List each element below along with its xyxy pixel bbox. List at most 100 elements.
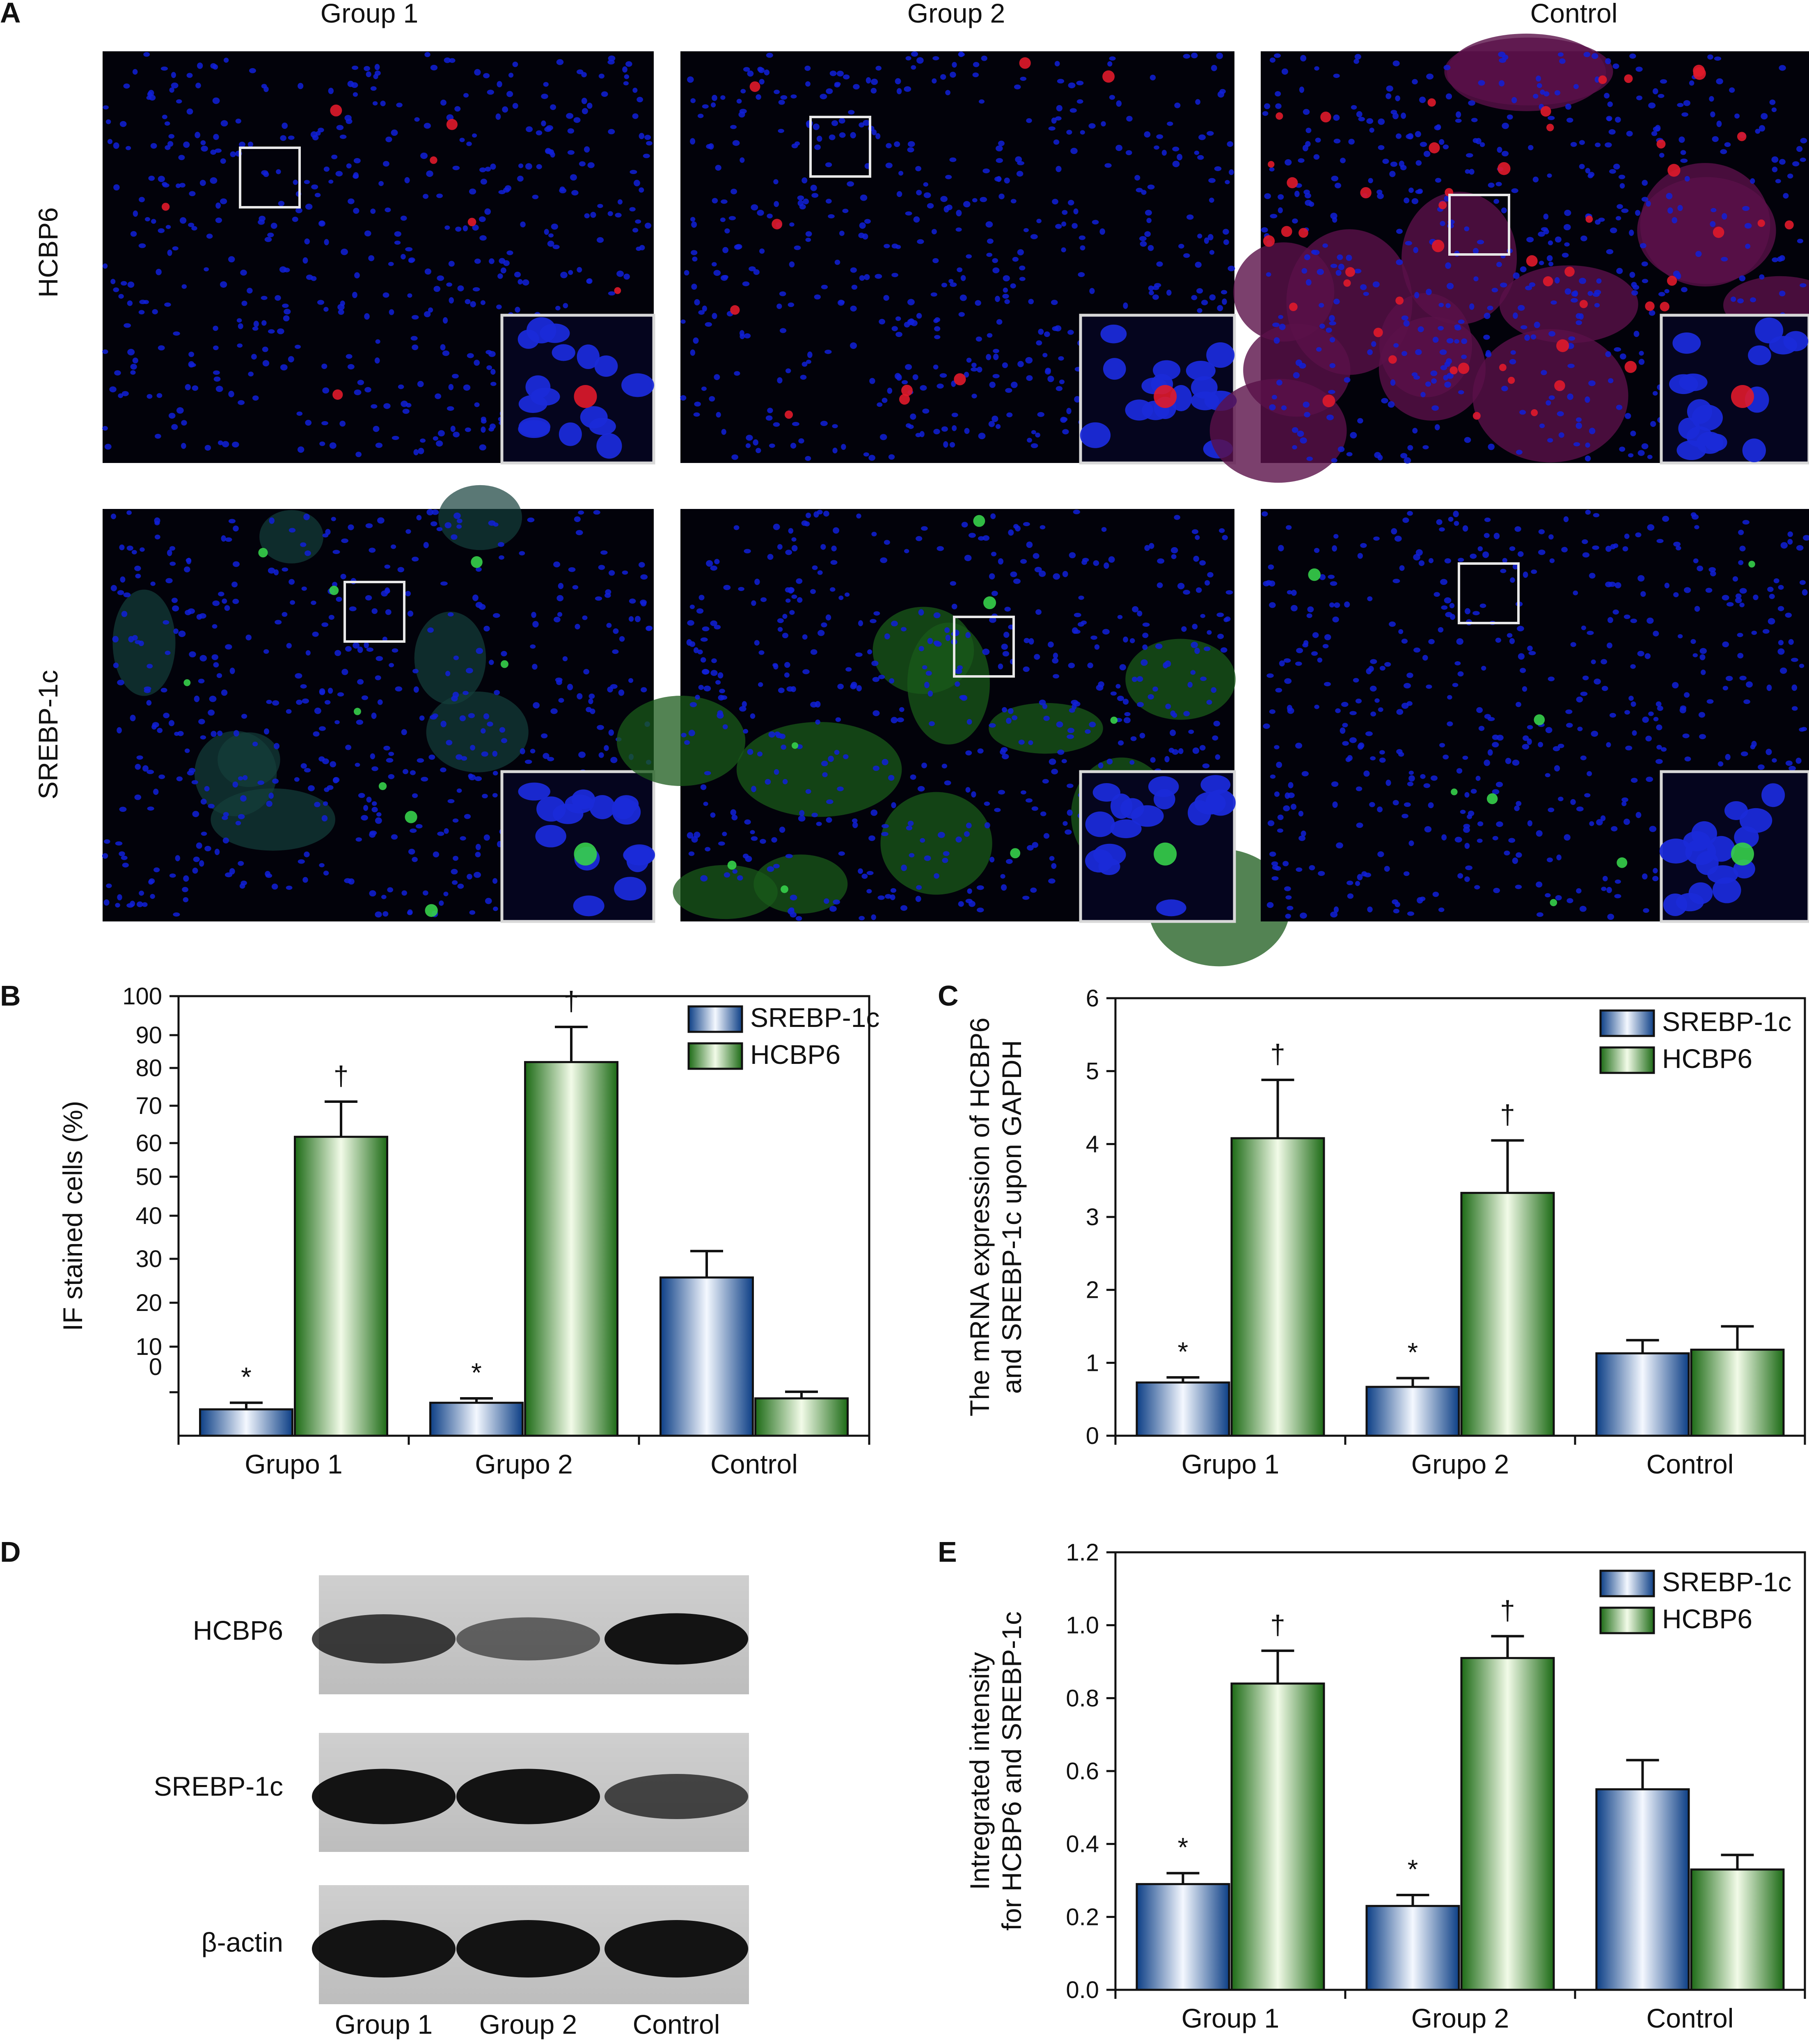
- nucleus: [584, 213, 590, 218]
- nucleus: [590, 212, 596, 218]
- nucleus: [341, 669, 348, 675]
- nucleus: [1762, 629, 1770, 634]
- nucleus: [596, 237, 604, 243]
- nucleus: [384, 564, 391, 569]
- nucleus: [304, 768, 311, 772]
- nucleus: [1653, 126, 1660, 132]
- nucleus: [1726, 602, 1734, 607]
- nucleus: [1389, 621, 1396, 627]
- nucleus: [969, 901, 975, 907]
- nucleus: [126, 146, 131, 150]
- nucleus: [1134, 175, 1140, 181]
- nucleus: [313, 731, 320, 737]
- nucleus: [779, 328, 787, 333]
- nucleus: [241, 714, 247, 719]
- nucleus: [1217, 634, 1224, 639]
- nucleus: [474, 872, 481, 878]
- nucleus: [920, 385, 927, 391]
- nucleus: [941, 763, 947, 769]
- nucleus: [215, 217, 222, 223]
- nucleus: [1283, 658, 1291, 663]
- nucleus: [779, 291, 786, 296]
- nucleus: [1026, 541, 1033, 548]
- nucleus: [1036, 340, 1042, 346]
- nucleus: [724, 228, 730, 234]
- nucleus: [182, 887, 188, 892]
- nucleus: [1221, 290, 1227, 295]
- nucleus: [1392, 800, 1399, 806]
- nucleus: [1355, 881, 1360, 886]
- nucleus: [1488, 182, 1495, 188]
- nucleus: [785, 368, 791, 374]
- nucleus: [1635, 532, 1642, 538]
- nucleus: [921, 526, 928, 531]
- nucleus: [1538, 549, 1546, 555]
- nucleus: [1227, 266, 1235, 271]
- nucleus: [1204, 646, 1211, 651]
- nucleus: [1566, 898, 1573, 903]
- nucleus: [500, 267, 506, 274]
- nucleus: [1324, 634, 1331, 640]
- nucleus: [804, 521, 810, 527]
- nucleus: [1732, 576, 1738, 582]
- nucleus: [1550, 300, 1557, 305]
- nucleus: [1062, 210, 1068, 215]
- nucleus: [1355, 699, 1362, 703]
- nucleus: [305, 650, 311, 656]
- nucleus: [1043, 833, 1050, 839]
- nucleus: [1117, 615, 1123, 619]
- nucleus: [1621, 208, 1629, 213]
- nucleus: [444, 522, 452, 529]
- nucleus: [1030, 443, 1038, 448]
- nucleus: [1002, 362, 1008, 368]
- nucleus: [403, 769, 408, 775]
- nucleus: [817, 510, 823, 515]
- nucleus: [1417, 188, 1423, 194]
- nucleus: [1587, 173, 1594, 179]
- nucleus: [545, 148, 552, 154]
- nucleus: [132, 69, 138, 75]
- nucleus: [1200, 676, 1207, 681]
- nucleus: [422, 890, 428, 896]
- nucleus: [490, 369, 496, 375]
- nucleus: [959, 695, 966, 700]
- stain-spot: [1556, 339, 1569, 352]
- nucleus: [1296, 648, 1303, 653]
- nucleus: [357, 380, 364, 385]
- nucleus: [790, 94, 797, 99]
- nucleus: [1078, 596, 1084, 600]
- nucleus: [213, 376, 221, 382]
- nucleus: [826, 799, 834, 804]
- nucleus: [1657, 706, 1663, 711]
- nucleus: [1787, 539, 1793, 545]
- bar-srebp1c: [429, 1402, 524, 1437]
- nucleus: [412, 557, 419, 562]
- nucleus: [216, 673, 222, 678]
- nucleus: [346, 354, 353, 359]
- nucleus: [282, 122, 288, 129]
- nucleus: [348, 878, 355, 885]
- nucleus: [1156, 582, 1163, 588]
- nucleus: [179, 183, 185, 188]
- nucleus: [1206, 699, 1212, 705]
- nucleus: [167, 550, 172, 556]
- nucleus: [1515, 885, 1522, 889]
- nucleus: [121, 281, 127, 286]
- bar-hcbp6: [1460, 1192, 1555, 1437]
- nucleus: [351, 82, 358, 88]
- nucleus: [1717, 761, 1724, 767]
- nucleus: [405, 247, 413, 252]
- nucleus: [813, 123, 820, 130]
- nucleus: [862, 233, 868, 240]
- nucleus: [942, 857, 948, 863]
- nucleus: [1499, 58, 1507, 63]
- nucleus: [1589, 573, 1596, 579]
- nucleus: [1643, 908, 1649, 913]
- nucleus: [1509, 359, 1516, 364]
- blot-label-srebp1c: SREBP-1c: [154, 1771, 283, 1801]
- nucleus: [1734, 113, 1740, 119]
- nucleus: [543, 82, 549, 87]
- nucleus: [945, 175, 952, 179]
- nucleus: [1379, 757, 1386, 763]
- nucleus: [282, 303, 289, 308]
